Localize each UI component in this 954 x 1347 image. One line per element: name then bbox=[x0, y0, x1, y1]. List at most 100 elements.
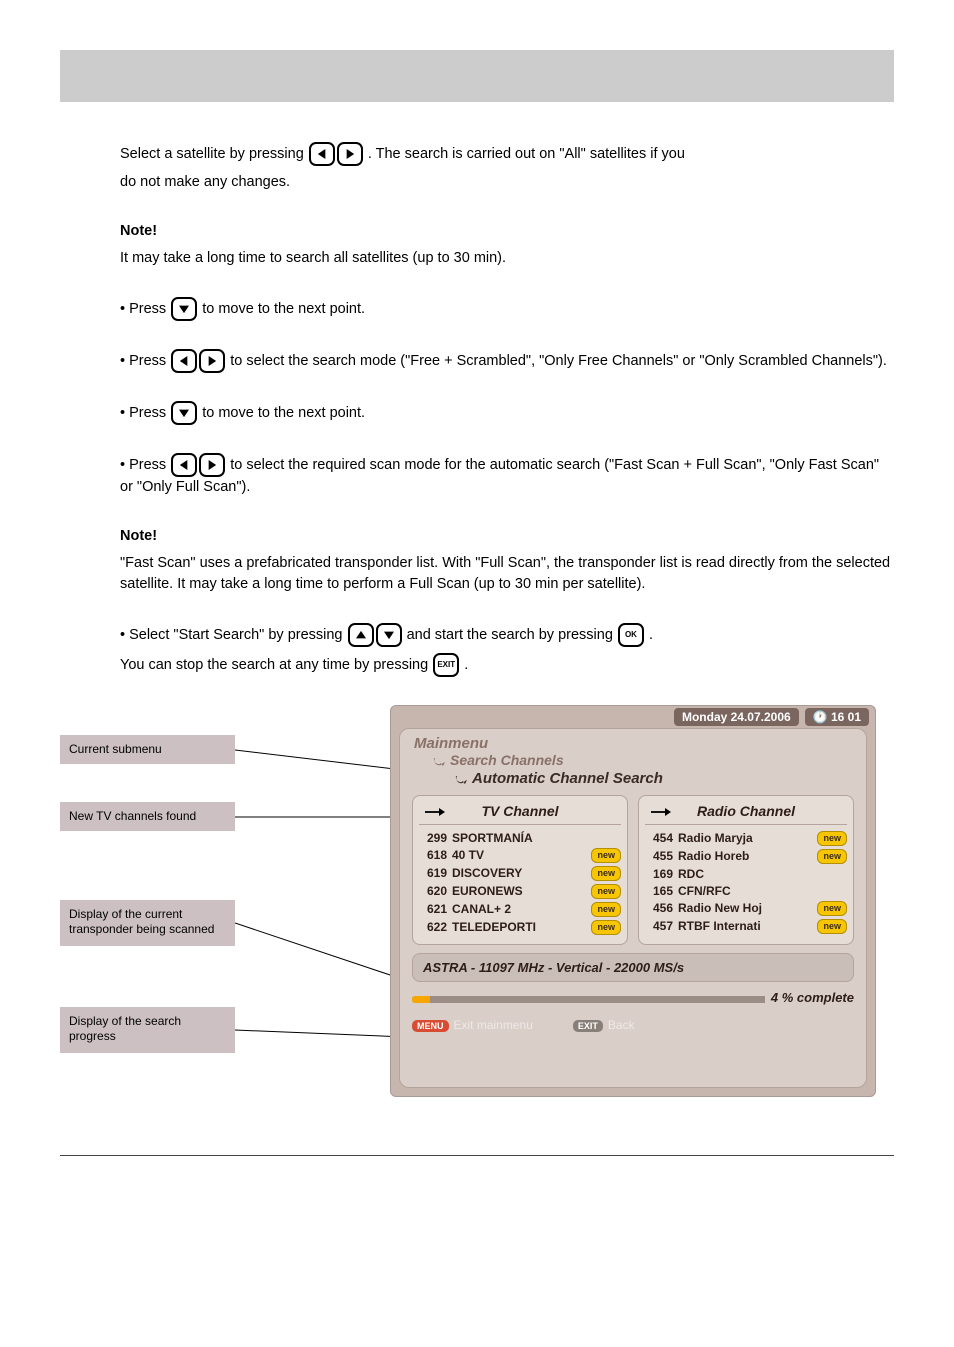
channel-row: 456 Radio New Hoj new bbox=[645, 899, 847, 917]
instr-text: . bbox=[464, 657, 468, 673]
channel-name: DISCOVERY bbox=[452, 866, 586, 880]
channel-row: 299 SPORTMANÍA bbox=[419, 829, 621, 846]
channel-number: 619 bbox=[419, 866, 447, 880]
breadcrumb: Mainmenu Search Channels Automatic Chann… bbox=[400, 729, 866, 787]
instr-text: to move to the next point. bbox=[202, 301, 365, 317]
radio-channel-panel: Radio Channel 454 Radio Maryja new 455 Radio… bbox=[638, 795, 854, 945]
channel-row: 618 40 TV new bbox=[419, 846, 621, 864]
hint-menu: MENUExit mainmenu bbox=[412, 1018, 533, 1032]
instr-text: You can stop the search at any time by p… bbox=[120, 657, 428, 673]
channel-row: 620EURONEWSnew bbox=[419, 882, 621, 900]
right-arrow-key-icon bbox=[337, 142, 363, 166]
channel-name: Radio New Hoj bbox=[678, 901, 812, 915]
exit-key-icon: EXIT bbox=[433, 653, 459, 677]
transponder-status: ASTRA - 11097 MHz - Vertical - 22000 MS/… bbox=[412, 953, 854, 982]
channel-name: Radio Maryja bbox=[678, 831, 812, 845]
note-title: Note! bbox=[120, 528, 157, 544]
note-body-2: "Fast Scan" uses a prefabricated transpo… bbox=[120, 555, 890, 592]
channel-number: 169 bbox=[645, 867, 673, 881]
channel-number: 620 bbox=[419, 884, 447, 898]
channel-row: 455 Radio Horeb new bbox=[645, 847, 847, 865]
down-arrow-key-icon bbox=[171, 401, 197, 425]
instr-text: . The search is carried out on "All" sat… bbox=[368, 146, 685, 162]
left-arrow-key-icon bbox=[309, 142, 335, 166]
instr-text: • Select "Start Search" by pressing bbox=[120, 627, 343, 643]
right-arrow-key-icon bbox=[199, 349, 225, 373]
panel-pointer-icon bbox=[425, 806, 445, 818]
channel-number: 621 bbox=[419, 902, 447, 916]
channel-number: 454 bbox=[645, 831, 673, 845]
channel-name: 40 TV bbox=[452, 848, 586, 862]
channel-row: 165 CFN/RFC bbox=[645, 882, 847, 899]
breadcrumb-l1: Mainmenu bbox=[414, 735, 852, 752]
new-badge: new bbox=[817, 901, 847, 916]
breadcrumb-arrow-icon bbox=[432, 754, 446, 768]
instr-text: • Press bbox=[120, 301, 166, 317]
channel-number: 456 bbox=[645, 901, 673, 915]
channel-row: 457 RTBF Internati new bbox=[645, 917, 847, 935]
new-badge: new bbox=[817, 919, 847, 934]
progress-fill bbox=[412, 996, 430, 1003]
progress-label: 4 % complete bbox=[765, 990, 854, 1005]
note-body: It may take a long time to search all sa… bbox=[120, 250, 506, 266]
hint-exit: EXITBack bbox=[573, 1018, 635, 1032]
ok-key-icon: OK bbox=[618, 623, 644, 647]
channel-name: SPORTMANÍA bbox=[452, 831, 621, 845]
instr-text: • Press bbox=[120, 353, 166, 369]
channel-number: 622 bbox=[419, 920, 447, 934]
instructions-block: Select a satellite by pressing . The sea… bbox=[60, 142, 894, 677]
channel-name: RDC bbox=[678, 867, 847, 881]
breadcrumb-l3: Automatic Channel Search bbox=[414, 770, 852, 787]
label-new-tv-channels: New TV channels found bbox=[60, 802, 235, 830]
instr-text: • Press bbox=[120, 405, 166, 421]
channel-number: 455 bbox=[645, 849, 673, 863]
breadcrumb-arrow-icon bbox=[454, 772, 468, 786]
new-badge: new bbox=[591, 920, 621, 935]
instr-text: to select the required scan mode for the… bbox=[120, 457, 879, 495]
instr-text: do not make any changes. bbox=[120, 174, 290, 190]
new-badge: new bbox=[591, 866, 621, 881]
new-badge: new bbox=[591, 848, 621, 863]
channel-row: 619 DISCOVERY new bbox=[419, 864, 621, 882]
instr-text: Select a satellite by pressing bbox=[120, 146, 304, 162]
channel-name: CFN/RFC bbox=[678, 884, 847, 898]
panel-title-radio: Radio Channel bbox=[697, 803, 795, 819]
tv-screenshot: Monday 24.07.2006 🕐 16 01 Mainmenu Searc… bbox=[390, 705, 876, 1097]
panel-pointer-icon bbox=[651, 806, 671, 818]
channel-row: 454 Radio Maryja new bbox=[645, 829, 847, 847]
label-progress: Display of the search progress bbox=[60, 1007, 235, 1053]
new-badge: new bbox=[817, 849, 847, 864]
channel-number: 165 bbox=[645, 884, 673, 898]
new-badge: new bbox=[591, 884, 621, 899]
panel-title-tv: TV Channel bbox=[481, 803, 558, 819]
channel-name: TELEDEPORTI bbox=[452, 920, 586, 934]
tv-date: Monday 24.07.2006 bbox=[674, 708, 799, 726]
down-arrow-key-icon bbox=[376, 623, 402, 647]
hint-bar: MENUExit mainmenu EXITBack bbox=[400, 1010, 866, 1032]
label-transponder: Display of the current transponder being… bbox=[60, 900, 235, 946]
right-arrow-key-icon bbox=[199, 453, 225, 477]
note-title: Note! bbox=[120, 223, 157, 239]
header-band bbox=[60, 50, 894, 102]
label-current-submenu: Current submenu bbox=[60, 735, 235, 763]
instr-text: to select the search mode ("Free + Scram… bbox=[230, 353, 887, 369]
instr-text: to move to the next point. bbox=[202, 405, 365, 421]
diagram: Current submenu New TV channels found Di… bbox=[60, 705, 894, 1115]
channel-name: Radio Horeb bbox=[678, 849, 812, 863]
new-badge: new bbox=[817, 831, 847, 846]
channel-name: CANAL+ 2 bbox=[452, 902, 586, 916]
instr-text: . bbox=[649, 627, 653, 643]
up-arrow-key-icon bbox=[348, 623, 374, 647]
left-arrow-key-icon bbox=[171, 349, 197, 373]
footer-rule bbox=[60, 1155, 894, 1156]
left-arrow-key-icon bbox=[171, 453, 197, 477]
channel-number: 457 bbox=[645, 919, 673, 933]
instr-text: and start the search by pressing bbox=[407, 627, 613, 643]
instr-text: • Press bbox=[120, 457, 166, 473]
channel-number: 618 bbox=[419, 848, 447, 862]
new-badge: new bbox=[591, 902, 621, 917]
exit-pill-icon: EXIT bbox=[573, 1020, 603, 1032]
channel-number: 299 bbox=[419, 831, 447, 845]
channel-name: RTBF Internati bbox=[678, 919, 812, 933]
menu-pill-icon: MENU bbox=[412, 1020, 449, 1032]
